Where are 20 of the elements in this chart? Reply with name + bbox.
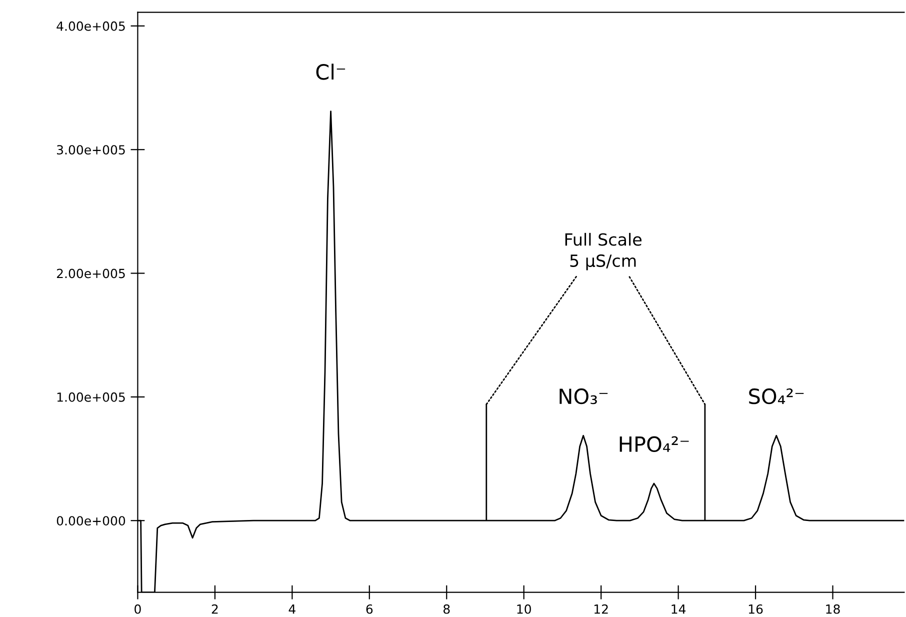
x-tick-label: 10 [517, 604, 531, 614]
x-tick-label: 18 [826, 604, 840, 614]
x-tick-label: 0 [134, 604, 141, 614]
x-tick-label: 6 [366, 604, 373, 614]
y-tick-label: 4.00e+005 [56, 21, 125, 31]
x-tick-label: 16 [748, 604, 763, 614]
x-tick-label: 4 [288, 604, 296, 614]
annotation: Full Scale 5 µS/cm [565, 232, 642, 270]
annotation: NO₃⁻ [560, 388, 608, 404]
annotation: HPO₄²⁻ [620, 436, 689, 452]
x-tick-label: 8 [443, 604, 450, 614]
x-tick-label: 14 [672, 604, 686, 614]
y-tick-label: 0.00e+000 [56, 516, 126, 526]
annotation: Cl⁻ [316, 64, 346, 80]
y-tick-label: 1.00e+005 [57, 392, 125, 402]
y-tick-label: 3.00e+005 [57, 145, 125, 155]
x-tick-label: 2 [212, 604, 218, 614]
annotation: SO₄²⁻ [749, 388, 804, 404]
x-tick-label: 12 [594, 604, 608, 614]
y-tick-label: 2.00e+005 [56, 268, 125, 278]
